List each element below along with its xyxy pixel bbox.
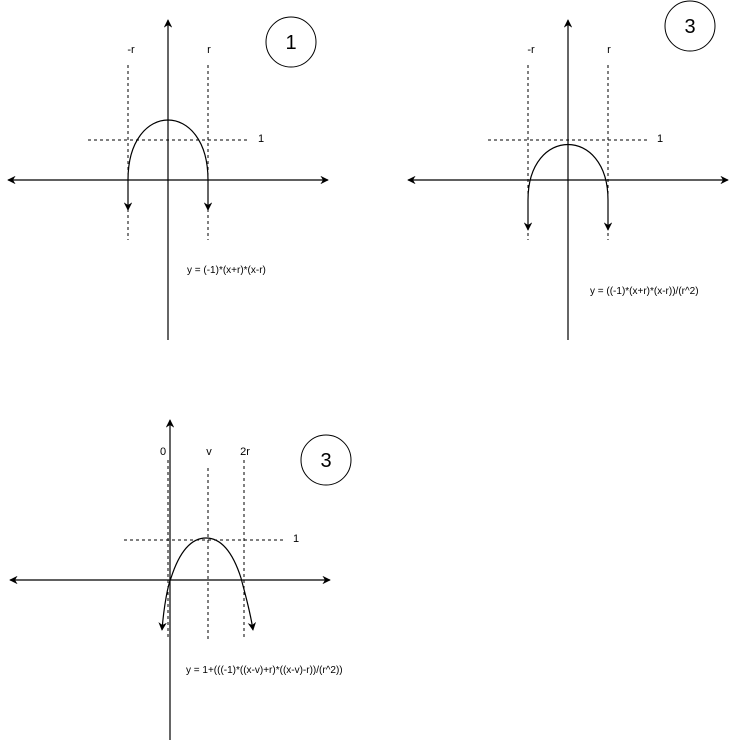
d1-equation: y = (-1)*(x+r)*(x-r) [187,265,266,276]
d2-badge-circle [664,0,716,52]
diagram-2: -r r 1 3 y = ((-1)*(x+r)*(x-r))/(r^2) [407,0,729,340]
d2-equation: y = ((-1)*(x+r)*(x-r))/(r^2) [590,286,699,297]
d2-parabola-curve [523,143,613,231]
d1-label-r: r [207,44,211,56]
d2-label-one: 1 [657,133,663,145]
d1-badge-circle [265,16,317,68]
d3-badge-circle [300,434,352,486]
d1-label-one: 1 [258,133,264,145]
d1-badge-number: 1 [285,32,296,54]
d2-badge-number: 3 [684,16,695,38]
d3-label-2r: 2r [240,446,250,458]
d2-label-r: r [607,44,611,56]
diagram-3: 0 v 2r 1 3 y = 1+(((-1)*((x-v)+r)*((x-v)… [9,419,352,740]
diagram-1: -r r 1 1 y = (-1)*(x+r)*(x-r) [7,16,329,340]
d3-label-one: 1 [293,533,299,545]
d1-label-neg-r: -r [127,44,135,56]
d3-equation: y = 1+(((-1)*((x-v)+r)*((x-v)-r))/(r^2)) [186,665,343,676]
d3-label-v: v [206,446,212,458]
d3-parabola-curve [158,537,257,631]
d2-label-neg-r: -r [527,44,535,56]
d1-parabola-curve [123,119,213,211]
d3-label-zero: 0 [160,446,166,458]
d3-badge-number: 3 [320,450,331,472]
